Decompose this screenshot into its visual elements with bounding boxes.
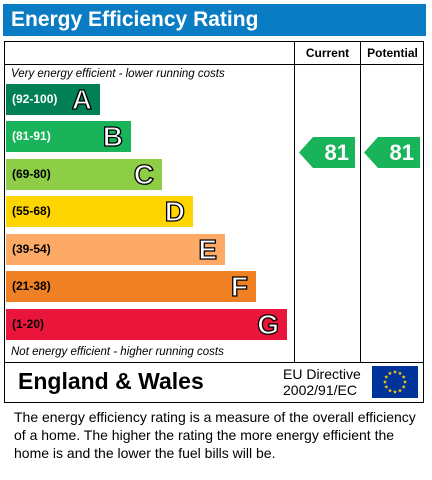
band-range-label: (69-80) bbox=[12, 167, 51, 181]
description-text: The energy efficiency rating is a measur… bbox=[14, 409, 416, 461]
band-letter: A bbox=[71, 83, 93, 115]
note-inefficient: Not energy efficient - higher running co… bbox=[11, 346, 224, 358]
eu-star-icon bbox=[397, 371, 403, 376]
eu-star-icon bbox=[401, 374, 406, 379]
band-letter: D bbox=[164, 195, 186, 227]
band-letter: B bbox=[102, 120, 124, 152]
band-range-label: (55-68) bbox=[12, 204, 51, 218]
band-range-label: (92-100) bbox=[12, 92, 58, 106]
region-label: England & Wales bbox=[18, 368, 204, 394]
band-letter: G bbox=[257, 308, 280, 340]
column-header-potential: Potential bbox=[367, 46, 418, 60]
footer-box bbox=[4, 363, 424, 403]
eu-directive: EU Directive 2002/91/EC bbox=[283, 366, 361, 398]
current-rating-value: 81 bbox=[324, 140, 349, 165]
band-letter: F bbox=[230, 270, 248, 302]
eu-star-icon bbox=[382, 379, 388, 384]
column-divider-current bbox=[294, 41, 295, 363]
band-c: (69-80) C bbox=[6, 158, 162, 191]
band-a: (92-100) A bbox=[6, 83, 100, 116]
band-range-label: (81-91) bbox=[12, 129, 51, 143]
current-rating-arrow: 81 bbox=[299, 137, 355, 168]
band-range-label: (39-54) bbox=[12, 242, 51, 256]
potential-rating-arrow: 81 bbox=[364, 137, 420, 168]
eu-star-icon bbox=[401, 384, 406, 389]
rating-table bbox=[4, 41, 424, 363]
potential-arrow-shape bbox=[364, 137, 420, 168]
eu-star-icon bbox=[384, 384, 389, 389]
directive-line-1: EU Directive bbox=[283, 366, 361, 382]
page-title: Energy Efficiency Rating bbox=[11, 8, 259, 31]
eu-star-icon bbox=[397, 388, 403, 393]
eu-star-icon bbox=[392, 369, 398, 374]
eu-star-icon bbox=[384, 374, 389, 379]
eu-star-icon bbox=[392, 389, 398, 394]
column-header-current: Current bbox=[305, 46, 350, 60]
band-range-label: (1-20) bbox=[12, 317, 45, 331]
eu-stars bbox=[382, 369, 408, 394]
eu-star-icon bbox=[387, 388, 393, 393]
eu-flag-icon bbox=[372, 366, 418, 398]
header-bar: Energy Efficiency Rating bbox=[3, 4, 426, 36]
band-letter: E bbox=[198, 233, 218, 265]
note-efficient: Very energy efficient - lower running co… bbox=[11, 68, 225, 80]
band-range-label: (21-38) bbox=[12, 279, 51, 293]
band-g: (1-20) G bbox=[6, 308, 287, 341]
potential-rating-value: 81 bbox=[389, 140, 414, 165]
header-row-divider bbox=[4, 64, 424, 65]
eu-star-icon bbox=[387, 371, 393, 376]
band-f: (21-38) F bbox=[6, 270, 256, 303]
column-divider-potential bbox=[360, 41, 361, 363]
directive-line-2: 2002/91/EC bbox=[283, 382, 357, 398]
current-arrow-shape bbox=[299, 137, 355, 168]
band-letter: C bbox=[133, 158, 155, 190]
band-b: (81-91) B bbox=[6, 120, 131, 153]
eu-star-icon bbox=[402, 379, 408, 384]
band-e: (39-54) E bbox=[6, 233, 225, 266]
band-d: (55-68) D bbox=[6, 195, 193, 228]
